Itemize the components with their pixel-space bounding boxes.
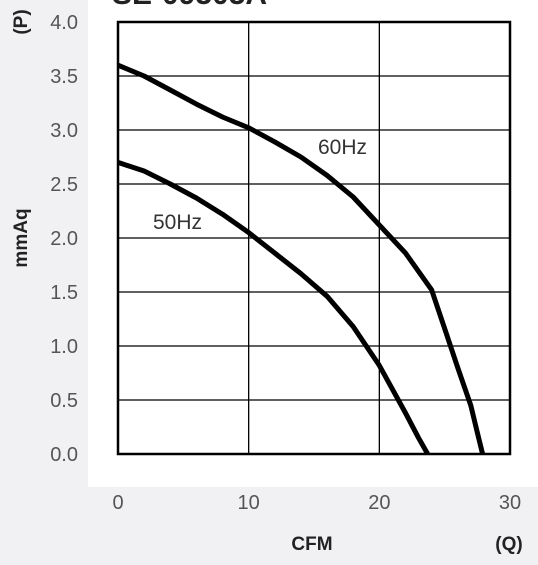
plot-frame — [116, 20, 512, 456]
x-tick-labels: 0 10 20 30 — [112, 492, 521, 514]
axis-band-bottom — [88, 487, 538, 565]
plot-background — [88, 0, 538, 487]
y-tick-labels: 0.0 0.5 1.0 1.5 2.0 2.5 3.0 3.5 4.0 — [50, 12, 78, 466]
x-tick-label: 20 — [368, 492, 390, 514]
x-axis-title: CFM — [291, 534, 332, 555]
x-tick-label: 10 — [238, 492, 260, 514]
grid-lines — [118, 22, 510, 454]
y-tick-label: 2.5 — [50, 174, 78, 196]
y-tick-label: 3.5 — [50, 66, 78, 88]
series-lines — [117, 62, 486, 456]
axis-band-left — [0, 0, 88, 565]
y-tick-label: 2.0 — [50, 228, 78, 250]
x-axis-symbol: (Q) — [495, 534, 522, 555]
y-tick-label: 4.0 — [50, 12, 78, 34]
y-tick-label: 0.5 — [50, 390, 78, 412]
x-tick-label: 30 — [499, 492, 521, 514]
y-axis-title: mmAq — [11, 208, 32, 267]
series-label-50hz: 50Hz — [153, 211, 202, 234]
chart-title: SE-09505A — [112, 0, 267, 11]
x-tick-label: 0 — [112, 492, 123, 514]
y-tick-label: 1.0 — [50, 336, 78, 358]
y-tick-label: 1.5 — [50, 282, 78, 304]
y-tick-label: 3.0 — [50, 120, 78, 142]
y-tick-label: 0.0 — [50, 444, 78, 466]
y-axis-symbol: (P) — [11, 9, 32, 34]
series-line-60hz — [117, 62, 486, 455]
series-label-60hz: 60Hz — [318, 136, 367, 159]
series-line-50hz — [117, 160, 430, 456]
